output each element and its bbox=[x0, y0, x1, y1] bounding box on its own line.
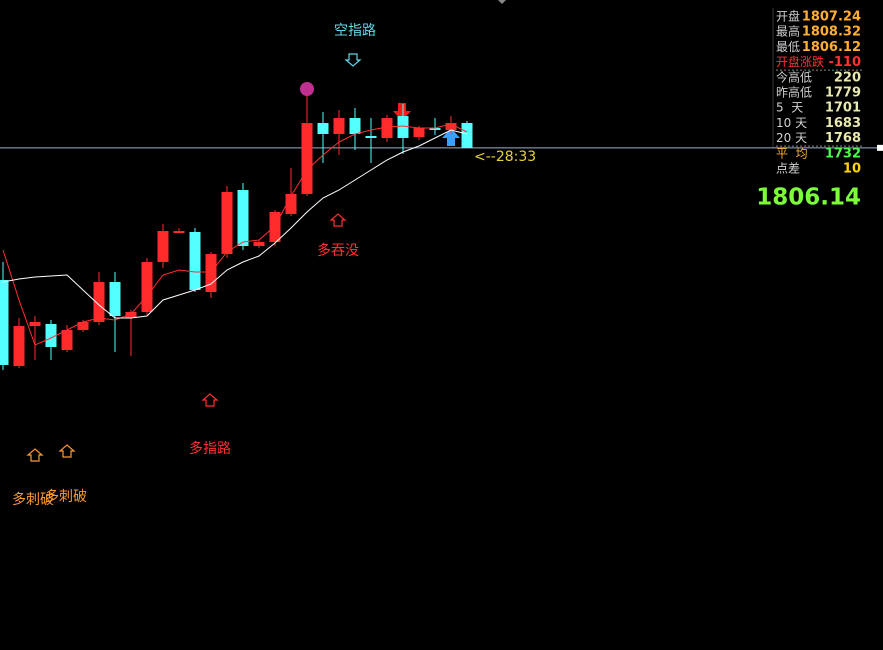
panel-value: -110 bbox=[828, 55, 861, 70]
sell-marker bbox=[393, 103, 411, 121]
candle-body bbox=[317, 123, 329, 134]
candle-body bbox=[189, 232, 201, 290]
panel-label: 最高 bbox=[776, 24, 800, 39]
candle-body bbox=[237, 190, 249, 246]
annotation: 多刺破 bbox=[12, 491, 54, 508]
annotation: 多指路 bbox=[189, 440, 231, 457]
panel-value: 1779 bbox=[825, 86, 861, 101]
candle-body bbox=[397, 116, 409, 138]
moving-average bbox=[2, 129, 468, 319]
candle-body bbox=[205, 254, 217, 292]
panel-label: 10 天 bbox=[776, 116, 807, 130]
candle-body bbox=[269, 212, 281, 242]
arrow-up bbox=[329, 213, 347, 227]
candle-body bbox=[301, 123, 313, 194]
panel-label: 今高低 bbox=[776, 69, 812, 84]
annotation: 空指路 bbox=[334, 23, 376, 39]
moving-average bbox=[2, 123, 468, 346]
annotation: 多刺破 bbox=[45, 488, 87, 505]
candle-body bbox=[0, 280, 9, 365]
candle-body bbox=[221, 192, 233, 254]
candle-body bbox=[285, 194, 297, 214]
candle-body bbox=[253, 242, 265, 246]
arrow-up bbox=[58, 444, 76, 458]
candle-body bbox=[125, 312, 137, 318]
candle-body bbox=[109, 282, 121, 316]
last-price-tick bbox=[877, 144, 883, 151]
candle-body bbox=[429, 128, 441, 130]
top-marker bbox=[498, 0, 506, 4]
panel-value: 1806.12 bbox=[802, 40, 861, 55]
candle-body bbox=[93, 282, 105, 322]
panel-label: 开盘涨跌 bbox=[776, 54, 824, 69]
annotation: 多吞没 bbox=[317, 242, 359, 259]
candle-body bbox=[141, 262, 153, 312]
panel-value: 220 bbox=[834, 70, 861, 85]
arrow-up bbox=[201, 393, 219, 407]
panel-label: 20 天 bbox=[776, 131, 807, 145]
candle-body bbox=[445, 123, 457, 130]
candle-body bbox=[61, 330, 73, 350]
panel-label: 最低 bbox=[776, 40, 800, 54]
candle-body bbox=[333, 118, 345, 134]
panel-value: 1808.32 bbox=[802, 25, 861, 40]
panel-label: 开盘 bbox=[776, 9, 800, 24]
candle-body bbox=[461, 123, 473, 148]
panel-value: 1732 bbox=[825, 146, 861, 161]
candle-body bbox=[45, 324, 57, 347]
panel-label: 昨高低 bbox=[776, 85, 812, 100]
panel-value: 10 bbox=[843, 162, 861, 177]
panel-label: 5 天 bbox=[776, 101, 803, 115]
arrow-up bbox=[26, 448, 44, 462]
signal-arrows bbox=[26, 53, 362, 462]
panel-value: 1683 bbox=[825, 116, 861, 131]
candle-body bbox=[365, 136, 377, 138]
candle-body bbox=[13, 326, 25, 366]
countdown: <--28:33 bbox=[474, 149, 536, 165]
last-price: 1806.14 bbox=[756, 185, 861, 211]
candle-body bbox=[157, 231, 169, 262]
panel-label: 平 均 bbox=[776, 146, 808, 160]
event-marker bbox=[300, 82, 314, 96]
panel-value: 1768 bbox=[825, 131, 861, 146]
panel-label: 点差 bbox=[776, 162, 800, 176]
candle-body bbox=[173, 231, 185, 233]
candle-body bbox=[413, 128, 425, 137]
panel-value: 1701 bbox=[825, 101, 861, 116]
arrow-down bbox=[344, 53, 362, 67]
candle-body bbox=[29, 322, 41, 326]
buy-marker bbox=[442, 128, 460, 146]
candle-body bbox=[77, 322, 89, 330]
candle-body bbox=[381, 118, 393, 138]
panel-value: 1807.24 bbox=[802, 10, 861, 25]
candle-body bbox=[349, 118, 361, 134]
